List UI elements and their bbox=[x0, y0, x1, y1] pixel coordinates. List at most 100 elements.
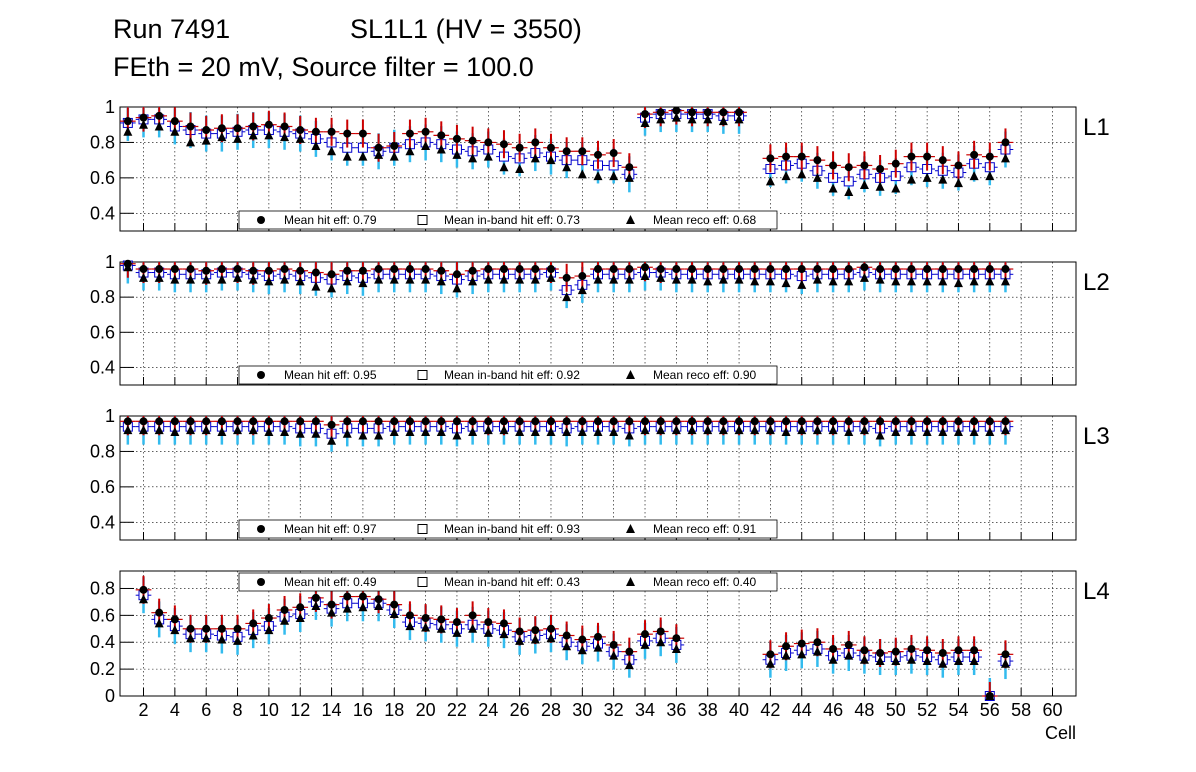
reco-marker bbox=[217, 426, 227, 436]
hit-marker bbox=[280, 605, 289, 614]
reco-marker bbox=[577, 285, 587, 295]
hit-marker bbox=[515, 627, 524, 636]
reco-marker bbox=[765, 176, 775, 186]
hit-marker bbox=[970, 150, 979, 159]
reco-marker bbox=[609, 171, 619, 181]
hit-marker bbox=[202, 266, 211, 275]
reco-marker bbox=[781, 171, 791, 181]
hit-marker bbox=[249, 122, 258, 131]
reco-marker bbox=[139, 594, 149, 604]
reco-marker bbox=[859, 654, 869, 664]
hit-marker bbox=[327, 270, 336, 279]
hit-marker bbox=[139, 417, 148, 426]
reco-marker bbox=[938, 276, 948, 286]
hit-marker bbox=[1001, 265, 1010, 274]
hit-marker bbox=[421, 265, 430, 274]
hit-marker bbox=[844, 265, 853, 274]
legend-reco-marker bbox=[626, 215, 635, 224]
reco-marker bbox=[781, 278, 791, 288]
hit-marker bbox=[672, 417, 681, 426]
reco-marker bbox=[577, 169, 587, 179]
reco-marker bbox=[295, 428, 305, 438]
reco-marker bbox=[671, 643, 681, 653]
reco-marker bbox=[186, 633, 196, 643]
hit-marker bbox=[452, 134, 461, 143]
hit-marker bbox=[546, 624, 555, 633]
reco-marker bbox=[891, 183, 901, 193]
hit-marker bbox=[891, 159, 900, 168]
reco-marker bbox=[609, 426, 619, 436]
hit-marker bbox=[703, 265, 712, 274]
reco-marker bbox=[405, 621, 415, 631]
reco-marker bbox=[436, 276, 446, 286]
reco-marker bbox=[593, 426, 603, 436]
reco-marker bbox=[248, 630, 258, 640]
hit-marker bbox=[217, 417, 226, 426]
hit-marker bbox=[343, 417, 352, 426]
hit-marker bbox=[656, 265, 665, 274]
x-tick-label: 36 bbox=[666, 700, 686, 720]
hit-marker bbox=[923, 265, 932, 274]
legend-box bbox=[238, 210, 778, 230]
hit-marker bbox=[264, 417, 273, 426]
reco-marker bbox=[280, 615, 290, 625]
reco-marker bbox=[687, 274, 697, 284]
reco-marker bbox=[342, 428, 352, 438]
reco-marker bbox=[123, 126, 133, 136]
hit-marker bbox=[923, 417, 932, 426]
reco-marker bbox=[530, 153, 540, 163]
hit-marker bbox=[217, 624, 226, 633]
reco-marker bbox=[985, 691, 995, 700]
y-tick-label: 1 bbox=[105, 252, 115, 272]
hit-marker bbox=[374, 417, 383, 426]
reco-marker bbox=[797, 279, 807, 289]
reco-marker bbox=[546, 633, 556, 643]
reco-marker bbox=[389, 274, 399, 284]
reco-marker bbox=[765, 276, 775, 286]
reco-marker bbox=[515, 635, 525, 645]
hit-marker bbox=[546, 265, 555, 274]
hit-marker bbox=[782, 417, 791, 426]
reco-marker bbox=[280, 132, 290, 142]
hit-marker bbox=[829, 644, 838, 653]
hit-marker bbox=[750, 265, 759, 274]
reco-marker bbox=[953, 426, 963, 436]
hit-marker bbox=[421, 417, 430, 426]
hit-marker bbox=[374, 143, 383, 152]
hit-marker bbox=[405, 611, 414, 620]
hit-marker bbox=[782, 265, 791, 274]
reco-marker bbox=[891, 426, 901, 436]
hit-marker bbox=[766, 265, 775, 274]
reco-marker bbox=[969, 426, 979, 436]
x-tick-label: 26 bbox=[510, 700, 530, 720]
reco-marker bbox=[953, 656, 963, 666]
reco-marker bbox=[405, 426, 415, 436]
hit-marker bbox=[202, 126, 211, 135]
hit-marker bbox=[249, 417, 258, 426]
hit-marker bbox=[343, 592, 352, 601]
y-tick-label: 1 bbox=[105, 406, 115, 426]
x-tick-label: 14 bbox=[322, 700, 342, 720]
reco-marker bbox=[828, 425, 838, 435]
reco-marker bbox=[812, 172, 822, 182]
reco-marker bbox=[139, 272, 149, 282]
hit-marker bbox=[484, 265, 493, 274]
hit-marker bbox=[625, 163, 634, 172]
chart-title-run: Run 7491 bbox=[113, 14, 230, 45]
reco-marker bbox=[640, 117, 650, 127]
hit-marker bbox=[186, 122, 195, 131]
hit-marker bbox=[343, 129, 352, 138]
reco-marker bbox=[906, 426, 916, 436]
x-tick-label: 22 bbox=[447, 700, 467, 720]
reco-marker bbox=[483, 151, 493, 161]
reco-marker bbox=[295, 613, 305, 623]
reco-marker bbox=[201, 425, 211, 435]
reco-marker bbox=[562, 641, 572, 651]
hit-marker bbox=[327, 420, 336, 429]
reco-marker bbox=[875, 656, 885, 666]
reco-marker bbox=[938, 658, 948, 668]
reco-marker bbox=[750, 276, 760, 286]
hit-marker bbox=[907, 417, 916, 426]
hit-marker bbox=[954, 417, 963, 426]
hit-marker bbox=[311, 417, 320, 426]
